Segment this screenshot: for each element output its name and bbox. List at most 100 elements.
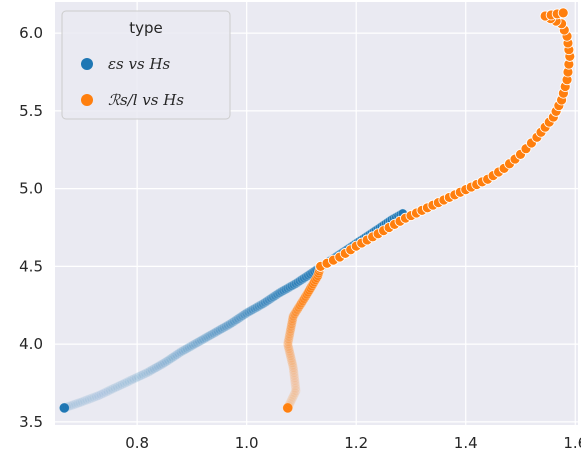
blue-data-point bbox=[174, 348, 184, 359]
orange-data-point bbox=[287, 316, 298, 327]
orange-data-point bbox=[282, 339, 293, 350]
blue-data-point bbox=[194, 336, 205, 347]
orange-data-point bbox=[287, 360, 298, 371]
legend-box bbox=[61, 10, 231, 120]
blue-data-point bbox=[176, 347, 186, 357]
blue-data-point bbox=[245, 305, 256, 316]
blue-data-point bbox=[115, 380, 125, 391]
blue-data-point bbox=[169, 351, 180, 361]
orange-data-point bbox=[286, 355, 297, 366]
blue-data-point bbox=[266, 293, 277, 304]
blue-data-point bbox=[184, 342, 195, 353]
blue-data-point bbox=[268, 291, 279, 302]
x-tick-label: 1.4 bbox=[454, 434, 478, 452]
blue-data-point bbox=[217, 323, 227, 334]
blue-data-point bbox=[105, 384, 116, 395]
blue-data-point bbox=[293, 277, 303, 288]
orange-data-point bbox=[286, 394, 297, 405]
orange-data-point bbox=[285, 323, 296, 334]
blue-data-point bbox=[68, 399, 79, 410]
blue-data-point bbox=[178, 345, 188, 356]
blue-data-point bbox=[241, 308, 252, 318]
blue-data-point bbox=[110, 382, 121, 393]
blue-data-point bbox=[206, 329, 217, 340]
blue-data-point bbox=[75, 397, 86, 408]
orange-data-point bbox=[287, 357, 298, 368]
orange-data-point bbox=[284, 346, 295, 357]
blue-data-point bbox=[215, 324, 225, 335]
grid-lines bbox=[55, 2, 578, 425]
blue-data-point bbox=[155, 360, 166, 371]
blue-data-point bbox=[221, 321, 232, 332]
blue-data-point bbox=[147, 364, 158, 375]
blue-data-point bbox=[117, 379, 128, 390]
blue-data-point bbox=[182, 343, 193, 354]
blue-data-point bbox=[129, 373, 139, 384]
blue-data-point bbox=[219, 322, 229, 333]
blue-data-point bbox=[133, 371, 144, 382]
y-tick-label: 4.0 bbox=[19, 335, 43, 353]
orange-data-point bbox=[290, 380, 301, 391]
blue-data-point bbox=[131, 372, 142, 383]
x-tick-labels: 0.8 1.0 1.2 1.4 1.6 bbox=[125, 434, 581, 452]
blue-data-point bbox=[163, 355, 174, 365]
blue-data-point bbox=[291, 278, 301, 289]
blue-data-point bbox=[138, 369, 149, 380]
data-points bbox=[59, 7, 576, 414]
y-tick-labels: 3.5 4.0 4.5 5.0 5.5 6.0 bbox=[19, 24, 43, 431]
orange-data-point bbox=[290, 388, 300, 398]
blue-data-point bbox=[204, 330, 215, 341]
orange-data-point bbox=[289, 370, 300, 381]
orange-data-point bbox=[285, 396, 296, 407]
blue-data-point bbox=[151, 362, 162, 373]
blue-data-point bbox=[249, 303, 260, 314]
blue-data-point bbox=[157, 359, 168, 369]
blue-data-point bbox=[258, 298, 269, 309]
blue-data-point bbox=[286, 280, 297, 291]
blue-data-point bbox=[229, 316, 240, 327]
blue-data-point bbox=[186, 341, 197, 351]
blue-data-point bbox=[270, 290, 281, 301]
legend-label-r: ℛs/l vs Hs bbox=[108, 91, 184, 109]
orange-data-point bbox=[287, 313, 298, 324]
orange-data-point bbox=[284, 331, 295, 342]
orange-data-point bbox=[282, 402, 294, 414]
blue-data-point bbox=[208, 328, 219, 339]
blue-data-point bbox=[227, 317, 238, 328]
y-tick-label: 5.5 bbox=[19, 102, 43, 120]
blue-data-point bbox=[93, 390, 104, 401]
orange-data-point bbox=[283, 343, 294, 354]
blue-data-point bbox=[280, 284, 291, 295]
blue-data-point bbox=[70, 399, 81, 409]
blue-data-point bbox=[192, 337, 203, 348]
orange-data-point bbox=[288, 367, 299, 378]
orange-data-point bbox=[283, 336, 294, 347]
orange-data-point bbox=[288, 365, 299, 375]
y-tick-label: 4.5 bbox=[19, 257, 43, 275]
orange-data-point bbox=[286, 318, 297, 329]
blue-data-point bbox=[165, 353, 176, 364]
blue-data-point bbox=[260, 297, 271, 308]
orange-data-point bbox=[286, 353, 296, 364]
blue-data-point bbox=[252, 302, 262, 313]
blue-data-point bbox=[239, 309, 250, 320]
blue-data-point bbox=[213, 326, 223, 336]
blue-data-point bbox=[100, 387, 111, 398]
blue-data-point bbox=[145, 366, 156, 376]
x-tick-label: 1.0 bbox=[235, 434, 259, 452]
blue-data-point bbox=[188, 340, 199, 350]
legend-label-epsilon: 𝜀s vs Hs bbox=[108, 55, 171, 73]
orange-data-point bbox=[288, 311, 299, 322]
legend-marker-orange bbox=[81, 94, 93, 106]
orange-data-point bbox=[285, 326, 296, 337]
orange-data-point bbox=[291, 385, 301, 396]
blue-data-point bbox=[89, 392, 100, 403]
blue-data-point bbox=[180, 344, 190, 355]
blue-data-point bbox=[276, 286, 287, 297]
y-tick-label: 6.0 bbox=[19, 24, 43, 42]
blue-data-point bbox=[264, 294, 275, 305]
blue-data-point bbox=[289, 279, 299, 290]
blue-data-point bbox=[198, 334, 209, 344]
blue-data-point bbox=[61, 402, 72, 413]
x-tick-label: 0.8 bbox=[125, 434, 149, 452]
